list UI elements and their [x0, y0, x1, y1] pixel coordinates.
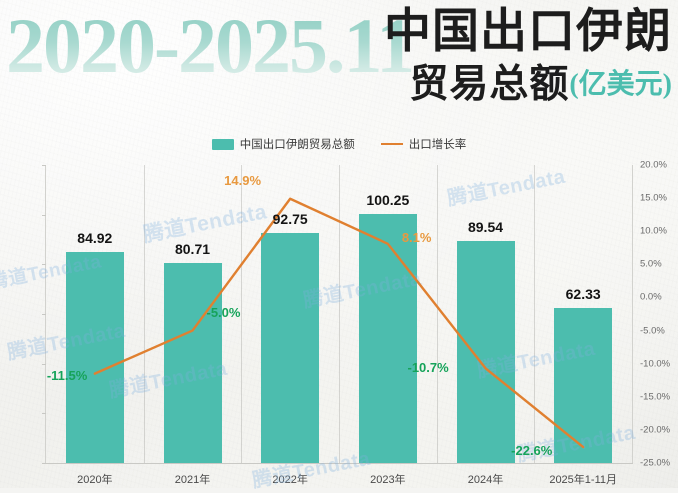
bar[interactable] [65, 252, 124, 463]
y-axis-right-tick-label: 15.0% [640, 192, 667, 204]
y-axis-left-tick [42, 463, 46, 464]
bar[interactable] [456, 240, 515, 463]
y-axis-left-tick [42, 214, 46, 216]
y-axis-right-tick-label: -25.0% [640, 457, 671, 469]
growth-rate-label: -10.7% [407, 360, 449, 376]
y-axis-left-tick [42, 264, 46, 266]
gridline [339, 165, 340, 463]
chart-area: 腾道Tendata 腾道Tendata 腾道Tendata 腾道Tendata 腾道Te… [0, 155, 678, 493]
page-subtitle-text: 贸易总额 [409, 63, 570, 106]
x-axis-category-label: 2022年 [272, 474, 308, 486]
y-axis-right-tick-label: 0.0% [640, 291, 662, 303]
y-axis-right-line [632, 165, 633, 463]
header-year-range: 2020-2025.11 [6, 2, 415, 89]
bar-value-label: 92.75 [272, 210, 308, 227]
bar[interactable] [261, 232, 320, 463]
y-axis-left-tick [42, 314, 46, 315]
y-axis-left-tick [42, 363, 46, 365]
plot-area: 腾道Tendata 腾道Tendata 腾道Tendata 腾道Tendata 腾道Te… [0, 160, 670, 493]
chart-legend: 中国出口伊朗贸易总额 出口增长率 [0, 136, 678, 152]
growth-rate-label: -22.6% [511, 443, 553, 459]
legend-line-swatch-icon [380, 143, 403, 145]
growth-rate-label: 14.9% [224, 172, 262, 188]
legend-line-label: 出口增长率 [408, 139, 467, 151]
bar-value-label: 89.54 [467, 218, 504, 235]
y-axis-right-tick-label: -5.0% [640, 325, 665, 337]
y-axis-left-tick [42, 165, 46, 166]
y-axis-right-tick-label: 10.0% [640, 225, 667, 237]
legend-item-line[interactable]: 出口增长率 [380, 136, 467, 152]
bar-value-label: 62.33 [565, 286, 601, 303]
page-subtitle-unit: (亿美元) [569, 68, 672, 100]
growth-rate-polyline [93, 197, 585, 449]
bar-value-label: 84.92 [77, 230, 113, 247]
legend-bar-label: 中国出口伊朗贸易总额 [239, 139, 355, 151]
growth-rate-label: 8.1% [401, 229, 432, 245]
y-axis-right-tick-label: 20.0% [640, 159, 667, 171]
growth-rate-label: -11.5% [46, 367, 88, 383]
x-axis-category-label: 2020年 [77, 474, 113, 486]
x-axis-category-label: 2021年 [174, 474, 211, 486]
y-axis-right-tick-label: 5.0% [640, 258, 662, 270]
x-axis-category-label: 2025年1-11月 [549, 474, 617, 486]
legend-item-bar[interactable]: 中国出口伊朗贸易总额 [211, 136, 355, 152]
growth-rate-line [93, 197, 585, 449]
page-subtitle: 贸易总额 (亿美元) [409, 63, 672, 106]
y-axis-right-tick-label: -20.0% [640, 424, 671, 436]
y-axis-right-tick-label: -15.0% [640, 391, 671, 403]
bar[interactable] [358, 214, 417, 463]
gridline [143, 165, 145, 463]
x-axis-category-label: 2023年 [370, 474, 406, 486]
gridline [241, 165, 243, 463]
chart-header: 2020-2025.11 中国出口伊朗 贸易总额 (亿美元) [0, 0, 678, 138]
gridline [436, 165, 438, 463]
bar[interactable] [554, 308, 613, 463]
x-axis-line [45, 463, 633, 464]
y-axis-left-tick [42, 413, 46, 415]
bar-value-label: 100.25 [366, 192, 410, 209]
gridline [534, 165, 536, 463]
y-axis-right-tick-label: -10.0% [640, 358, 671, 370]
page-title: 中国出口伊朗 [384, 6, 672, 58]
legend-bar-swatch-icon [211, 138, 234, 150]
bar[interactable] [163, 262, 222, 463]
growth-rate-label: -5.0% [206, 304, 241, 320]
x-axis-category-label: 2024年 [467, 474, 504, 486]
bar-value-label: 80.71 [174, 240, 211, 257]
